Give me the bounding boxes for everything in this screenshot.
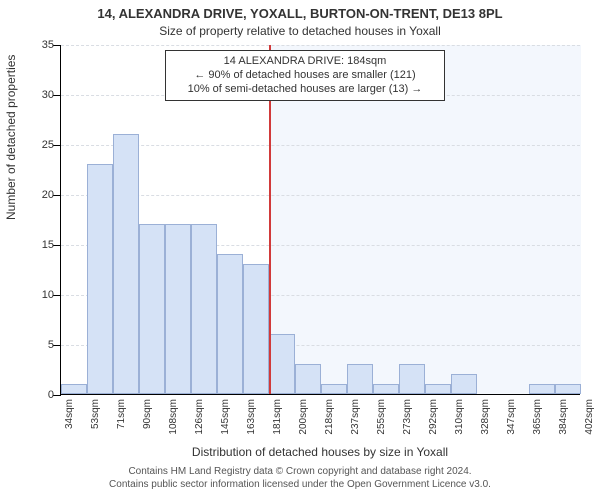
x-tick-label: 365sqm [532,363,543,399]
y-tick-label: 5 [20,339,54,351]
x-tick-label: 181sqm [272,363,283,399]
annotation-line-1: 14 ALEXANDRA DRIVE: 184sqm [172,55,438,69]
footer-line-1: Contains HM Land Registry data © Crown c… [0,466,600,477]
x-tick-label: 255sqm [376,363,387,399]
y-tick [53,95,61,96]
x-tick-label: 384sqm [558,363,569,399]
x-tick-label: 71sqm [116,369,127,399]
x-tick-label: 292sqm [428,363,439,399]
chart-subtitle: Size of property relative to detached ho… [0,24,600,38]
y-tick [53,145,61,146]
x-tick-label: 126sqm [194,363,205,399]
y-tick [53,345,61,346]
annotation-box: 14 ALEXANDRA DRIVE: 184sqm← 90% of detac… [165,50,445,101]
footer-line-2: Contains public sector information licen… [0,479,600,490]
x-axis-label: Distribution of detached houses by size … [60,445,580,459]
x-tick-label: 218sqm [324,363,335,399]
x-tick-label: 90sqm [142,369,153,399]
y-tick-label: 20 [20,189,54,201]
chart-title: 14, ALEXANDRA DRIVE, YOXALL, BURTON-ON-T… [0,6,600,21]
y-tick [53,295,61,296]
y-tick [53,195,61,196]
chart-root: 14, ALEXANDRA DRIVE, YOXALL, BURTON-ON-T… [0,0,600,500]
annotation-line-3: 10% of semi-detached houses are larger (… [172,83,438,97]
gridline [61,45,580,46]
y-tick-label: 0 [20,389,54,401]
y-tick-label: 35 [20,39,54,51]
x-tick-label: 163sqm [246,363,257,399]
y-tick-label: 15 [20,239,54,251]
x-tick-label: 328sqm [480,363,491,399]
annotation-line-2: ← 90% of detached houses are smaller (12… [172,69,438,83]
y-axis-label: Number of detached properties [4,55,18,220]
x-tick-label: 310sqm [454,363,465,399]
x-tick-label: 108sqm [168,363,179,399]
y-tick-label: 25 [20,139,54,151]
y-tick [53,395,61,396]
y-tick [53,245,61,246]
histogram-bar [113,134,139,394]
x-tick-label: 273sqm [402,363,413,399]
x-tick-label: 347sqm [506,363,517,399]
y-tick-label: 30 [20,89,54,101]
y-tick-label: 10 [20,289,54,301]
x-tick-label: 402sqm [584,363,595,399]
x-tick-label: 145sqm [220,363,231,399]
x-tick-label: 34sqm [64,369,75,399]
y-tick [53,45,61,46]
x-tick-label: 53sqm [90,369,101,399]
histogram-bar [87,164,113,394]
x-tick-label: 237sqm [350,363,361,399]
x-tick-label: 200sqm [298,363,309,399]
